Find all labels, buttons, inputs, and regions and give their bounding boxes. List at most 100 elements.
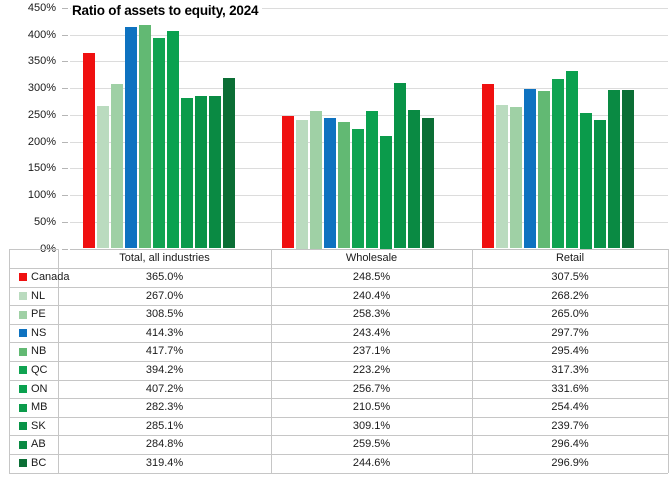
- table-value-cell: 365.0%: [145, 271, 184, 283]
- bar-canada-1[interactable]: [83, 53, 95, 249]
- table-value-cell: 331.6%: [551, 382, 589, 395]
- bar-sk-1[interactable]: [195, 96, 207, 249]
- bar-nb-1[interactable]: [139, 25, 151, 249]
- bar-canada-3[interactable]: [481, 84, 494, 249]
- table-vertical-border: [58, 248, 59, 473]
- table-value-cell: 254.4%: [551, 401, 589, 414]
- legend-swatch-nl: [19, 291, 27, 300]
- y-axis-label: 100%: [27, 189, 56, 202]
- legend-swatch-on: [19, 384, 27, 393]
- table-row-border: [8, 323, 668, 325]
- table-value-cell: 258.3%: [352, 308, 391, 321]
- bar-qc-2[interactable]: [352, 129, 365, 249]
- y-axis-label: 200%: [27, 135, 56, 148]
- bar-pe-1[interactable]: [111, 83, 123, 249]
- bar-mb-2[interactable]: [380, 136, 393, 249]
- bar-bc-1[interactable]: [223, 77, 235, 249]
- legend-label-bc: BC: [31, 457, 47, 469]
- table-value-cell: 223.2%: [352, 364, 391, 376]
- y-axis-label: 450%: [27, 2, 56, 14]
- legend-label-sk: SK: [31, 419, 46, 432]
- bar-nb-2[interactable]: [338, 121, 351, 249]
- table-vertical-border: [472, 248, 473, 473]
- table-value-cell: 285.1%: [145, 419, 184, 432]
- bar-on-2[interactable]: [366, 111, 379, 249]
- y-axis-tick: [62, 8, 68, 9]
- y-axis-tick: [62, 221, 68, 223]
- gridline-300: [70, 88, 668, 90]
- bar-nl-1[interactable]: [97, 105, 109, 249]
- legend-swatch-ab: [19, 440, 27, 449]
- bar-pe-3[interactable]: [509, 106, 522, 249]
- y-axis-label: 150%: [27, 162, 56, 175]
- bar-ns-1[interactable]: [125, 27, 137, 249]
- table-row-border: [8, 472, 668, 474]
- legend-swatch-qc: [19, 366, 27, 375]
- legend-label-canada: Canada: [31, 271, 70, 283]
- bar-bc-3[interactable]: [621, 89, 634, 249]
- y-axis-tick: [62, 248, 68, 250]
- bar-sk-2[interactable]: [394, 83, 407, 249]
- table-row-border: [8, 305, 668, 307]
- bar-mb-3[interactable]: [579, 112, 592, 249]
- y-axis-label: 300%: [27, 82, 56, 95]
- table-value-cell: 414.3%: [145, 326, 184, 339]
- table-value-cell: 296.9%: [551, 457, 589, 469]
- legend-swatch-ns: [19, 329, 27, 338]
- legend-label-pe: PE: [31, 308, 46, 321]
- category-label: Total, all industries: [119, 251, 210, 264]
- legend-swatch-canada: [19, 273, 27, 282]
- bar-qc-3[interactable]: [551, 78, 564, 249]
- table-value-cell: 244.6%: [352, 457, 391, 469]
- y-axis-tick: [62, 168, 68, 170]
- table-value-cell: 282.3%: [145, 401, 184, 414]
- gridline-350: [70, 61, 668, 63]
- table-value-cell: 256.7%: [352, 382, 391, 395]
- bar-ns-3[interactable]: [523, 89, 536, 249]
- legend-swatch-bc: [19, 459, 27, 468]
- bar-on-3[interactable]: [565, 71, 578, 249]
- table-value-cell: 237.1%: [352, 345, 391, 358]
- table-value-cell: 317.3%: [551, 364, 589, 376]
- table-value-cell: 248.5%: [352, 271, 391, 283]
- legend-swatch-sk: [19, 422, 27, 431]
- bar-sk-3[interactable]: [593, 120, 606, 249]
- table-value-cell: 240.4%: [352, 289, 391, 302]
- y-axis-tick: [62, 61, 68, 63]
- legend-label-ns: NS: [31, 326, 47, 339]
- bar-canada-2[interactable]: [282, 115, 295, 249]
- bar-ab-2[interactable]: [408, 109, 421, 249]
- bar-nl-3[interactable]: [495, 105, 508, 249]
- bar-nl-2[interactable]: [296, 120, 309, 249]
- table-value-cell: 307.5%: [551, 271, 589, 283]
- bar-nb-3[interactable]: [537, 90, 550, 249]
- bar-qc-1[interactable]: [153, 37, 165, 249]
- table-value-cell: 243.4%: [352, 326, 391, 339]
- bar-ab-1[interactable]: [209, 96, 221, 249]
- legend-label-nl: NL: [31, 289, 46, 302]
- table-value-cell: 417.7%: [145, 345, 184, 358]
- table-row-border: [8, 416, 668, 418]
- bar-on-1[interactable]: [167, 30, 179, 249]
- table-row-border: [8, 454, 668, 455]
- bar-ab-3[interactable]: [607, 90, 620, 249]
- y-axis-label: 350%: [27, 55, 56, 68]
- table-vertical-border: [8, 248, 10, 473]
- bar-ns-2[interactable]: [324, 118, 337, 249]
- bar-bc-2[interactable]: [422, 117, 435, 249]
- table-value-cell: 394.2%: [145, 364, 184, 376]
- bar-mb-1[interactable]: [181, 97, 193, 249]
- table-row-border: [8, 268, 668, 269]
- bar-pe-2[interactable]: [310, 110, 323, 249]
- table-value-cell: 265.0%: [551, 308, 589, 321]
- y-axis-tick: [62, 88, 68, 90]
- legend-swatch-mb: [19, 403, 27, 412]
- y-axis-label: 50%: [33, 215, 56, 228]
- table-row-border: [8, 379, 668, 381]
- gridline-450: [70, 8, 668, 9]
- y-axis-tick: [62, 34, 68, 36]
- table-border-top-left: [8, 248, 58, 250]
- table-row-border: [8, 361, 668, 362]
- table-row-border: [8, 286, 668, 288]
